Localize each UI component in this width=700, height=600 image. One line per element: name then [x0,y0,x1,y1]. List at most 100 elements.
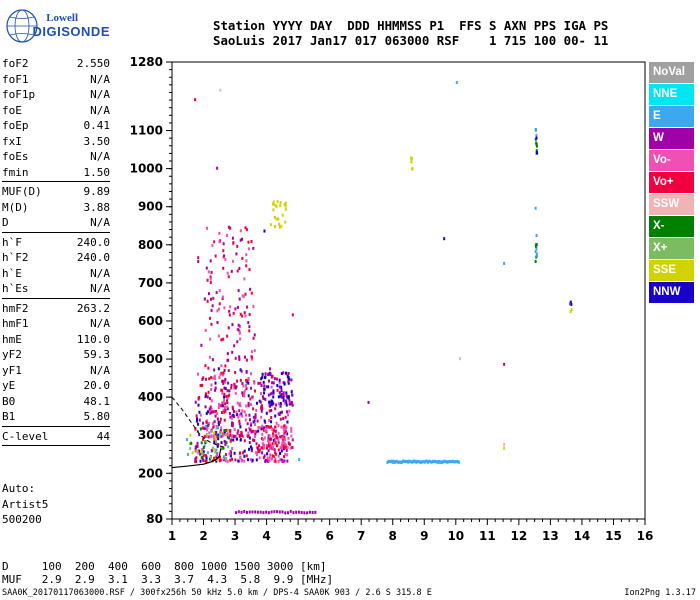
echo-point [249,457,252,461]
echo-point [277,412,280,416]
echo-point [215,424,218,428]
echo-point [218,240,221,244]
echo-point [415,460,418,464]
echo-point [231,350,234,354]
echo-point [196,417,199,421]
echo-point [234,458,237,462]
echo-point [277,448,280,452]
echo-point [287,380,290,384]
echo-point [284,438,287,442]
echo-point [203,434,206,438]
echo-point [267,372,270,376]
echo-point [232,241,235,245]
x-tick-label: 15 [605,529,622,543]
echo-point [272,391,275,395]
echo-point [253,435,256,439]
echo-point [226,352,229,356]
echo-point [535,252,538,256]
echo-point [444,460,447,464]
echo-point [222,433,225,437]
param-row: D N/A [2,215,110,231]
echo-point [448,460,451,464]
echo-point [390,459,393,463]
echo-point [223,418,226,422]
echo-point [270,425,273,429]
echo-point [252,429,255,433]
echo-point [283,424,286,428]
echo-point [282,417,285,421]
x-tick-label: 6 [325,529,333,543]
echo-point [204,394,207,398]
echo-point [226,396,229,400]
echo-point [218,403,221,407]
echo-point [229,439,232,443]
echo-point [274,203,277,207]
echo-point [214,414,217,418]
echo-point [241,409,244,413]
echo-point [247,376,250,380]
echo-point [223,457,226,461]
echo-point [241,237,244,241]
echo-point [198,418,201,422]
echo-point [230,423,233,427]
echo-point [209,297,212,301]
param-name: yF2 [2,348,22,361]
echo-point [240,430,243,434]
echo-point [204,459,207,463]
param-row: yF1 N/A [2,363,110,379]
echo-point [239,425,242,429]
echo-point [234,371,237,375]
param-row: C-level 44 [2,429,110,445]
echo-point [287,413,290,417]
echo-point [280,224,283,228]
param-value: 3.50 [83,134,111,148]
echo-point [229,433,232,437]
echo-point [230,434,233,438]
echo-point [251,395,254,399]
echo-point [270,399,273,403]
echo-point [397,460,400,464]
echo-point [202,445,205,449]
echo-point [250,402,253,406]
echo-point [220,338,223,342]
echo-point [226,435,229,439]
echo-point [280,444,283,448]
echo-point [241,391,244,395]
echo-point [190,441,193,445]
echo-point [441,460,444,464]
echo-point [278,391,281,395]
echo-point [209,277,212,281]
echo-point [227,381,230,385]
echo-point [261,406,264,410]
echo-point [219,420,222,424]
legend-item: SSE [649,260,694,281]
echo-point [410,160,413,164]
echo-point [274,414,277,418]
echo-point [239,451,242,455]
echo-point [213,368,216,372]
echo-point [216,166,219,170]
echo-point [446,460,449,464]
echo-point [404,459,407,463]
echo-point [228,389,231,393]
echo-point [278,385,281,389]
echo-point [247,458,250,462]
echo-point [429,460,432,464]
echo-point [229,305,232,309]
echo-point [259,510,262,514]
echo-point [194,449,197,453]
echo-point [570,302,573,306]
echo-point [443,237,446,241]
echo-point [264,458,267,462]
echo-point [238,331,241,335]
echo-point [205,411,208,415]
echo-point [221,297,224,301]
echo-point [231,407,234,411]
echo-point [229,451,232,455]
echo-point [208,377,211,381]
echo-point [396,460,399,464]
param-row: MUF(D) 9.89 [2,184,110,200]
echo-point [230,386,233,390]
echo-point [239,455,242,459]
echo-point [220,426,223,430]
